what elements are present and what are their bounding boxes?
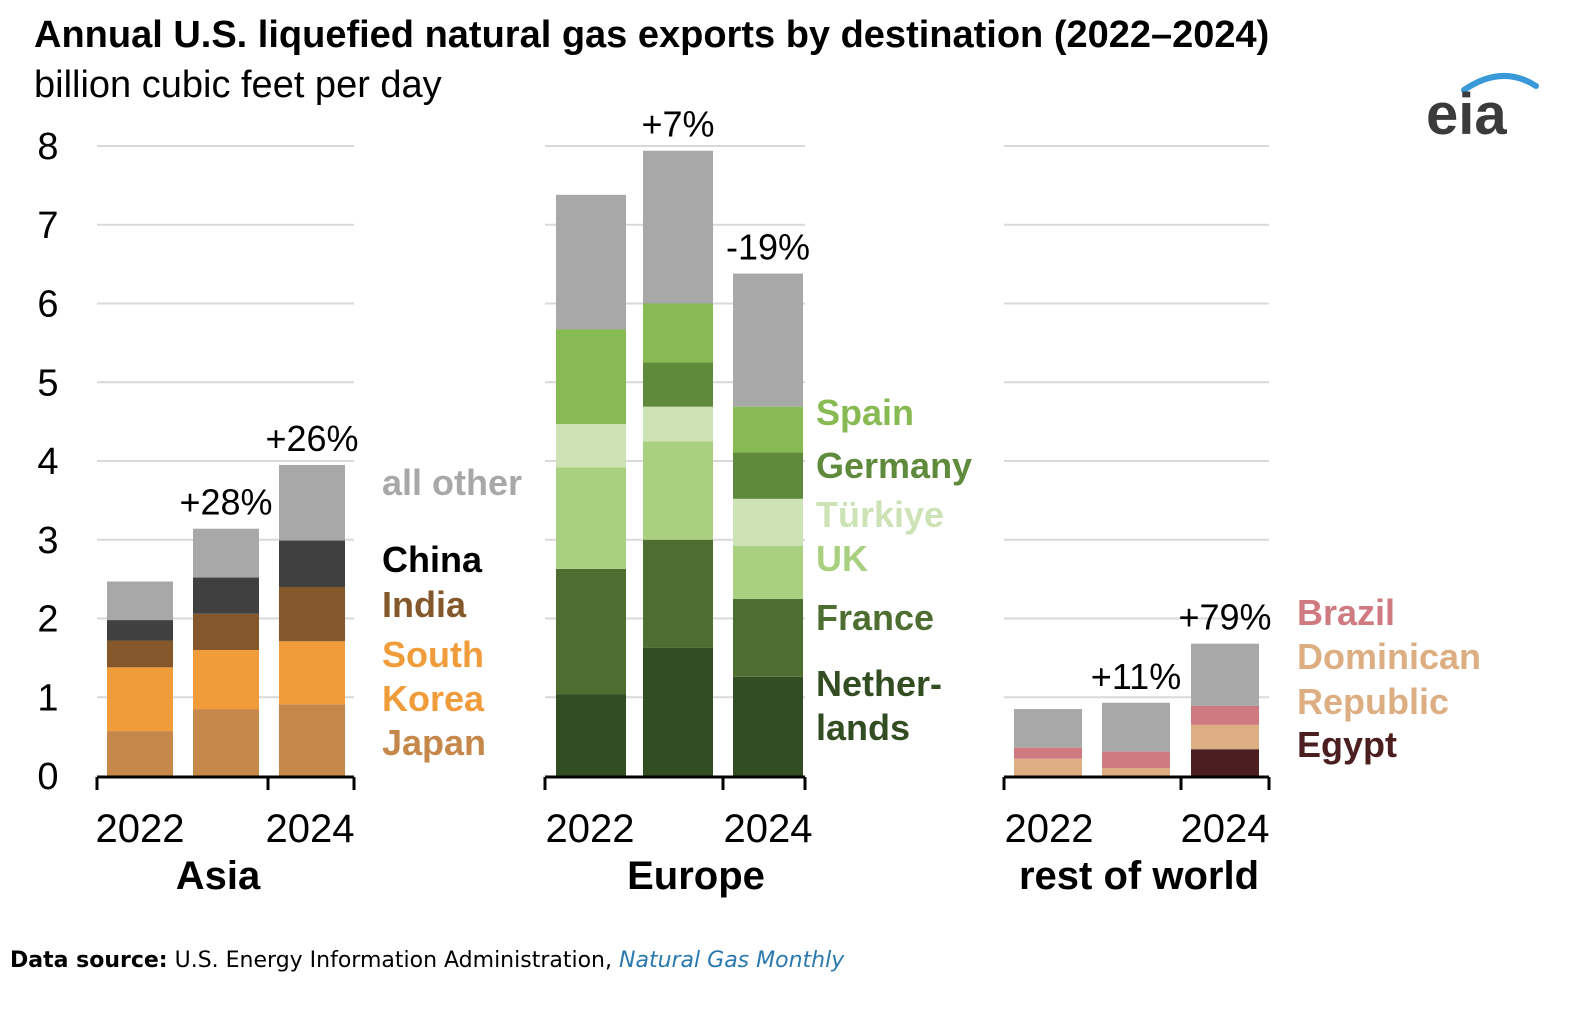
change-label: +28% (179, 482, 272, 523)
bar-segment-brazil (1014, 747, 1082, 759)
bar-segment-uk (643, 441, 713, 540)
legend-label-france: France (816, 597, 934, 638)
legend-label-south-korea: South (382, 634, 484, 675)
legend-label-south-korea: Korea (382, 678, 485, 719)
legend-label-dominican-republic: Dominican (1297, 636, 1481, 677)
footer-label: Data source: (10, 948, 168, 973)
bar-segment-uk (556, 467, 626, 569)
logo-text: eia (1426, 82, 1507, 138)
y-tick-label: 5 (37, 362, 58, 404)
bar-segment-all-other (1191, 643, 1259, 706)
footer: Data source: U.S. Energy Information Adm… (10, 948, 844, 973)
chart-title: Annual U.S. liquefied natural gas export… (34, 14, 1270, 56)
eia-logo: eia (1426, 73, 1539, 138)
bar-segment-all-other (193, 528, 259, 578)
x-tick-label: 2024 (266, 807, 355, 851)
bar-segment-india (279, 587, 345, 642)
bar-segment-all-other (643, 150, 713, 304)
bar-segment-germany (643, 362, 713, 407)
change-label: -19% (726, 227, 810, 268)
footer-source: U.S. Energy Information Administration, (174, 948, 612, 973)
bar-segment-spain (643, 303, 713, 363)
legend-label-t-rkiye: Türkiye (816, 494, 944, 535)
legend-label-nether-lands: lands (816, 707, 910, 748)
legend-label-germany: Germany (816, 445, 972, 486)
bar-segment-south-korea (193, 650, 259, 710)
legend-label-india: India (382, 584, 467, 625)
bar-segment-china (193, 577, 259, 614)
x-tick-label: 2022 (96, 807, 185, 851)
legend-label-spain: Spain (816, 392, 914, 433)
bar-segment-japan (107, 731, 173, 776)
bar-segment-japan (193, 709, 259, 776)
y-tick-label: 0 (37, 756, 58, 798)
y-tick-label: 2 (37, 599, 58, 641)
y-tick-label: 1 (37, 677, 58, 719)
footer-publication[interactable]: Natural Gas Monthly (619, 948, 845, 973)
bar-segment-netherlands (643, 647, 713, 776)
legend-label-all-other: all other (382, 462, 522, 503)
panel-label: rest of world (1019, 854, 1259, 898)
change-label: +79% (1178, 597, 1271, 638)
bar-segment-netherlands (733, 676, 803, 776)
bar-segment-china (279, 540, 345, 587)
bar-segment-china (107, 620, 173, 641)
logo-swoosh (1461, 73, 1539, 93)
bar-segment-egypt (1191, 749, 1259, 776)
legend-label-uk: UK (816, 538, 868, 579)
change-label: +11% (1091, 656, 1181, 697)
y-tick-label: 7 (37, 205, 58, 247)
chart-subtitle: billion cubic feet per day (34, 64, 442, 106)
bar-segment-brazil (1191, 705, 1259, 725)
panel-label: Europe (627, 854, 765, 898)
bar-segment-spain (556, 329, 626, 424)
legend-label-nether-lands: Nether- (816, 663, 942, 704)
bar-segment-t-rkiye (643, 406, 713, 442)
bar-segment-brazil (1102, 751, 1170, 769)
x-tick-label: 2024 (1181, 807, 1270, 851)
bar-segment-t-rkiye (733, 498, 803, 547)
x-tick-label: 2022 (546, 807, 635, 851)
y-tick-label: 6 (37, 284, 58, 326)
y-tick-label: 8 (37, 126, 58, 168)
bar-segment-all-other (1014, 709, 1082, 748)
bar-segment-dominican-republic (1014, 758, 1082, 776)
x-tick-label: 2024 (724, 807, 813, 851)
bar-segment-france (643, 539, 713, 648)
legend-label-china: China (382, 539, 483, 580)
bar-segment-all-other (733, 273, 803, 407)
bar-segment-netherlands (556, 694, 626, 776)
bar-segment-all-other (279, 464, 345, 541)
y-tick-label: 4 (37, 441, 58, 483)
bar-segment-france (556, 568, 626, 695)
y-tick-label: 3 (37, 520, 58, 562)
bar-segment-uk (733, 546, 803, 599)
legend-label-japan: Japan (382, 722, 486, 763)
bar-segment-dominican-republic (1191, 724, 1259, 750)
change-label: +26% (265, 418, 358, 459)
legend-label-brazil: Brazil (1297, 592, 1395, 633)
bar-segment-spain (733, 406, 803, 453)
bar-segment-south-korea (279, 641, 345, 705)
bar-segment-t-rkiye (556, 423, 626, 468)
bar-segment-south-korea (107, 667, 173, 732)
bar-segment-india (107, 640, 173, 668)
bar-segment-india (193, 613, 259, 650)
bar-segment-all-other (556, 194, 626, 330)
bar-segment-all-other (107, 581, 173, 621)
bar-segment-dominican-republic (1102, 768, 1170, 776)
legend-label-egypt: Egypt (1297, 724, 1397, 765)
x-tick-label: 2022 (1005, 807, 1094, 851)
bar-segment-germany (733, 452, 803, 499)
panel-label: Asia (176, 854, 261, 898)
bar-segment-france (733, 598, 803, 677)
bar-segment-japan (279, 704, 345, 776)
legend-label-dominican-republic: Republic (1297, 681, 1449, 722)
change-label: +7% (641, 104, 714, 145)
bar-segment-all-other (1102, 702, 1170, 752)
